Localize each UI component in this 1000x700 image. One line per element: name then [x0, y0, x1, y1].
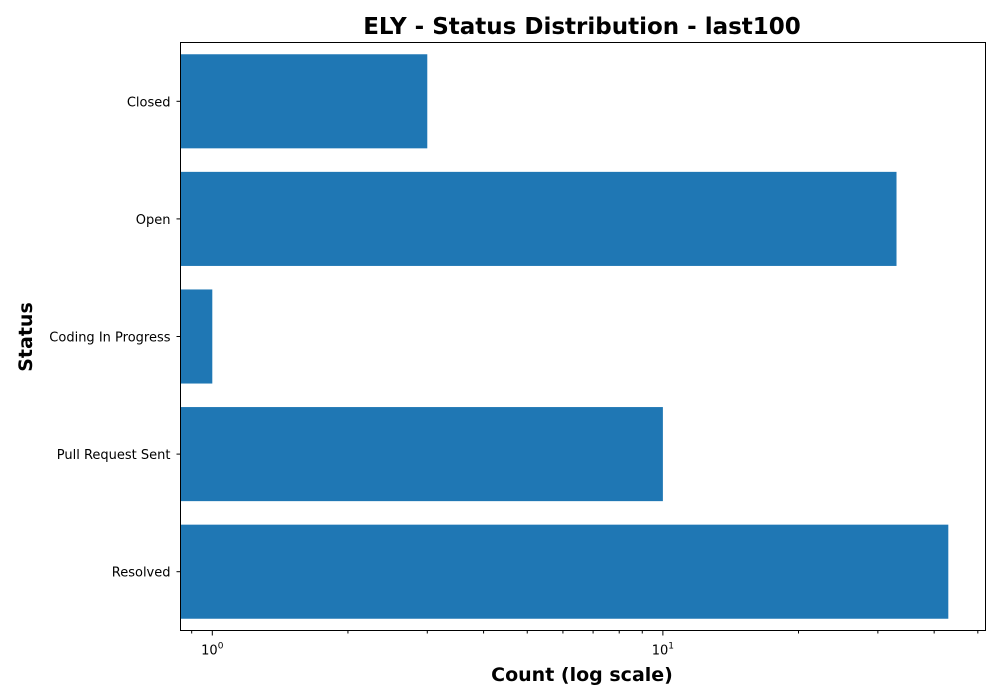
bar-resolved [180, 524, 949, 619]
y-axis-ticks: Closed Open Coding In Progress Pull Request… [49, 95, 181, 581]
y-tick-label: Coding In Progress [49, 331, 170, 346]
chart-title: ELY - Status Distribution - last100 [363, 14, 801, 40]
bars-layer [180, 54, 949, 619]
x-axis-label: Count (log scale) [491, 664, 673, 686]
x-tick-label: 100 [201, 642, 224, 659]
bar-coding-in-progress [180, 289, 213, 384]
plot-frame [180, 42, 986, 631]
bar-closed [180, 54, 428, 149]
bar-open [180, 171, 897, 266]
y-axis-label: Status [15, 302, 37, 372]
y-tick-label: Open [136, 213, 171, 228]
y-tick-label: Resolved [112, 566, 171, 581]
y-tick-label: Closed [127, 95, 171, 110]
bar-pull-request-sent [180, 407, 663, 502]
y-tick-label: Pull Request Sent [57, 448, 171, 463]
x-axis-ticks: 100 101 [191, 630, 979, 659]
x-tick-label: 101 [652, 642, 674, 659]
